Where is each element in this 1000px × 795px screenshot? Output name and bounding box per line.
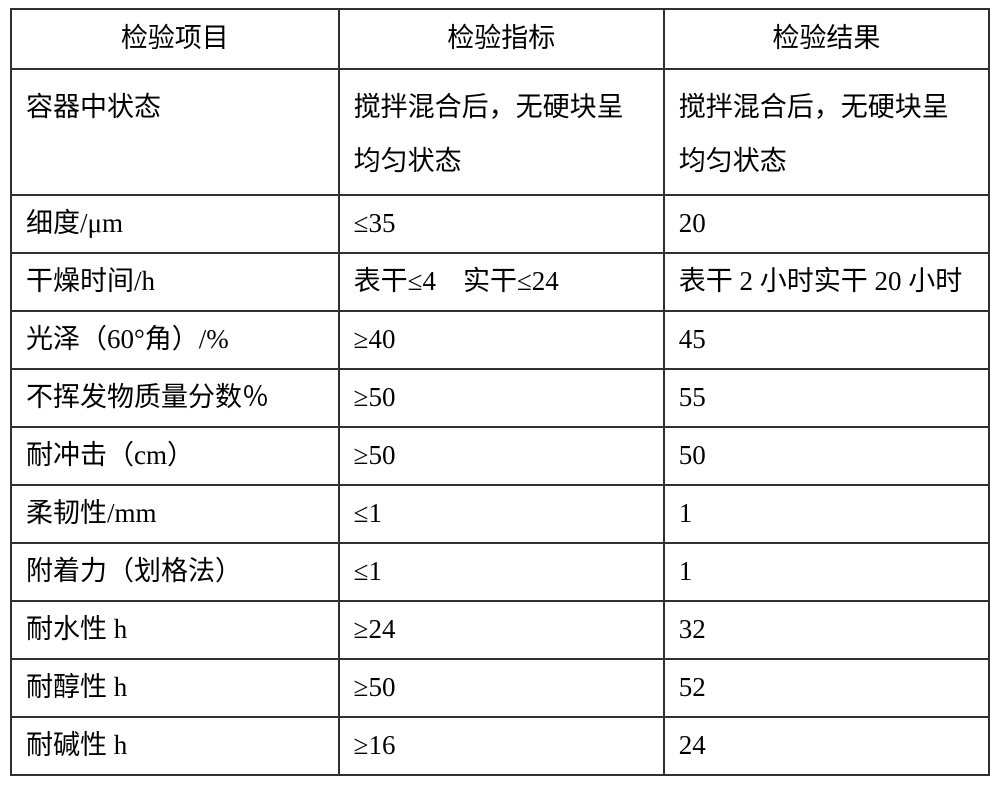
table-row: 光泽（60°角）/% ≥40 45 <box>11 311 989 369</box>
table-row: 细度/μm ≤35 20 <box>11 195 989 253</box>
cell-result: 24 <box>664 717 989 775</box>
table-header-row: 检验项目 检验指标 检验结果 <box>11 9 989 69</box>
table-container: 检验项目 检验指标 检验结果 容器中状态 搅拌混合后，无硬块呈均匀状态 搅拌混合… <box>0 0 1000 795</box>
cell-criteria: 搅拌混合后，无硬块呈均匀状态 <box>339 69 664 195</box>
table-row: 柔韧性/mm ≤1 1 <box>11 485 989 543</box>
cell-result: 55 <box>664 369 989 427</box>
table-row: 容器中状态 搅拌混合后，无硬块呈均匀状态 搅拌混合后，无硬块呈均匀状态 <box>11 69 989 195</box>
cell-result: 50 <box>664 427 989 485</box>
cell-result: 1 <box>664 543 989 601</box>
table-row: 耐碱性 h ≥16 24 <box>11 717 989 775</box>
cell-item: 容器中状态 <box>11 69 339 195</box>
cell-result: 52 <box>664 659 989 717</box>
cell-criteria: ≥16 <box>339 717 664 775</box>
cell-result: 45 <box>664 311 989 369</box>
table-row: 耐冲击（cm） ≥50 50 <box>11 427 989 485</box>
inspection-table: 检验项目 检验指标 检验结果 容器中状态 搅拌混合后，无硬块呈均匀状态 搅拌混合… <box>10 8 990 776</box>
table-row: 不挥发物质量分数％ ≥50 55 <box>11 369 989 427</box>
col-header-item: 检验项目 <box>11 9 339 69</box>
cell-criteria: 表干≤4 实干≤24 <box>339 253 664 311</box>
table-row: 干燥时间/h 表干≤4 实干≤24 表干 2 小时实干 20 小时 <box>11 253 989 311</box>
cell-item: 附着力（划格法） <box>11 543 339 601</box>
cell-item: 耐水性 h <box>11 601 339 659</box>
cell-result: 搅拌混合后，无硬块呈均匀状态 <box>664 69 989 195</box>
cell-item: 耐冲击（cm） <box>11 427 339 485</box>
cell-item: 细度/μm <box>11 195 339 253</box>
table-body: 容器中状态 搅拌混合后，无硬块呈均匀状态 搅拌混合后，无硬块呈均匀状态 细度/μ… <box>11 69 989 775</box>
table-row: 附着力（划格法） ≤1 1 <box>11 543 989 601</box>
cell-criteria: ≥50 <box>339 369 664 427</box>
col-header-criteria: 检验指标 <box>339 9 664 69</box>
cell-criteria: ≥40 <box>339 311 664 369</box>
cell-criteria: ≤35 <box>339 195 664 253</box>
cell-result: 1 <box>664 485 989 543</box>
cell-item: 耐碱性 h <box>11 717 339 775</box>
cell-item: 柔韧性/mm <box>11 485 339 543</box>
cell-criteria: ≥24 <box>339 601 664 659</box>
cell-criteria: ≤1 <box>339 543 664 601</box>
cell-item: 耐醇性 h <box>11 659 339 717</box>
cell-criteria: ≥50 <box>339 659 664 717</box>
cell-item: 不挥发物质量分数％ <box>11 369 339 427</box>
cell-result: 表干 2 小时实干 20 小时 <box>664 253 989 311</box>
cell-criteria: ≥50 <box>339 427 664 485</box>
table-row: 耐水性 h ≥24 32 <box>11 601 989 659</box>
cell-item: 干燥时间/h <box>11 253 339 311</box>
cell-criteria: ≤1 <box>339 485 664 543</box>
cell-result: 32 <box>664 601 989 659</box>
col-header-result: 检验结果 <box>664 9 989 69</box>
cell-item: 光泽（60°角）/% <box>11 311 339 369</box>
table-row: 耐醇性 h ≥50 52 <box>11 659 989 717</box>
cell-result: 20 <box>664 195 989 253</box>
